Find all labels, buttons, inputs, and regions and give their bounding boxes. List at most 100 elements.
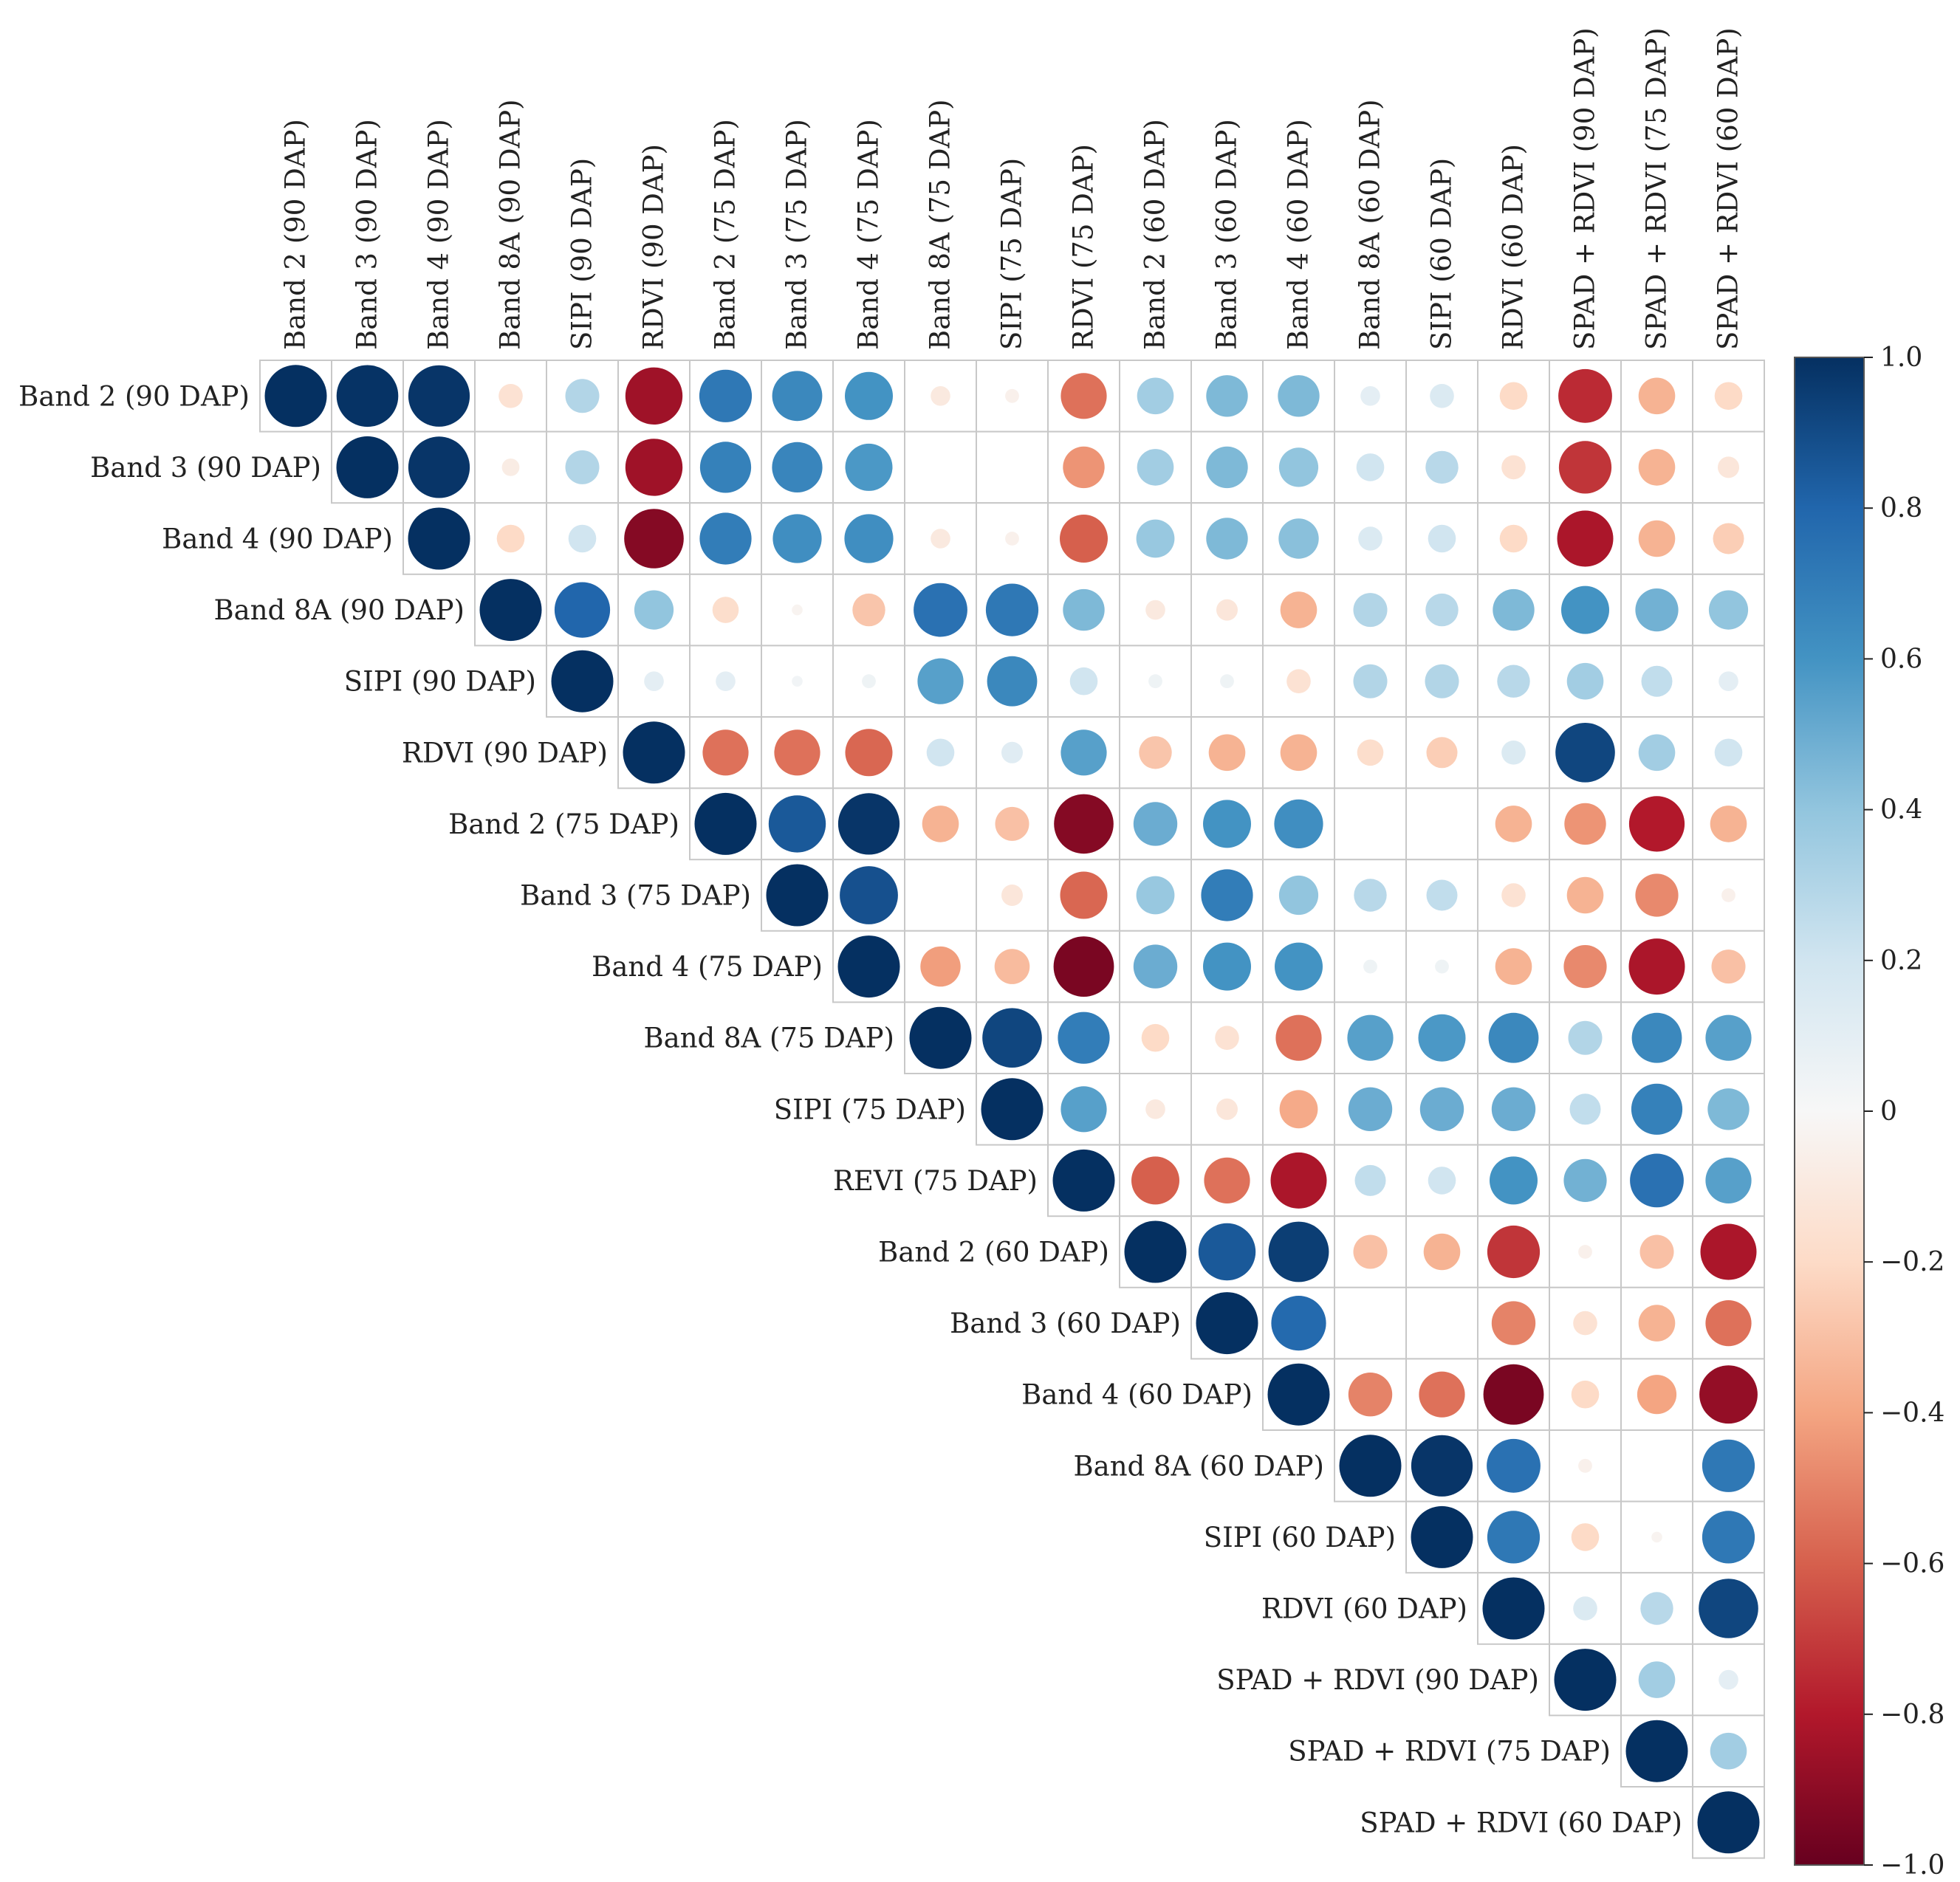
corr-circle-9-10: [982, 1008, 1042, 1068]
corr-circle-17-19: [1640, 1592, 1673, 1625]
corr-circle-5-6: [702, 729, 749, 776]
colorbar-tick-label: −0.4: [1880, 1398, 1944, 1428]
corr-circle-13-20: [1705, 1300, 1752, 1347]
corr-circle-10-20: [1707, 1088, 1750, 1130]
grid-cell-0-13: [1190, 360, 1264, 433]
corr-circle-13-13: [1196, 1292, 1258, 1355]
grid-cell-1-10: [976, 430, 1049, 504]
corr-circle-12-17: [1487, 1225, 1541, 1279]
corr-circle-3-15: [1353, 593, 1388, 628]
corr-circle-5-10: [1001, 741, 1023, 763]
grid-cell-9-18: [1549, 1001, 1622, 1075]
grid-cell-6-15: [1334, 787, 1407, 861]
corr-circle-7-10: [1001, 885, 1023, 906]
corr-circle-6-17: [1495, 806, 1532, 842]
corr-circle-4-10: [987, 656, 1038, 707]
corr-circle-3-12: [1145, 600, 1165, 620]
corr-circle-0-20: [1714, 382, 1743, 411]
corr-circle-7-14: [1278, 875, 1319, 916]
corr-circle-7-18: [1566, 876, 1604, 914]
col-label: SPAD + RDVI (60 DAP): [1713, 27, 1744, 350]
column-labels: Band 2 (90 DAP) Band 3 (90 DAP) Band 4 (90…: [280, 27, 1744, 350]
corr-circle-5-12: [1139, 736, 1172, 769]
corr-circle-12-13: [1198, 1223, 1256, 1281]
col-label: Band 4 (90 DAP): [423, 119, 455, 350]
col-label: SPAD + RDVI (75 DAP): [1641, 27, 1673, 350]
corr-circle-2-6: [699, 512, 752, 565]
corr-circle-5-15: [1357, 739, 1384, 766]
corr-circle-4-16: [1425, 664, 1459, 698]
corr-circle-0-15: [1360, 386, 1380, 406]
corr-circle-12-16: [1423, 1233, 1461, 1271]
corr-circle-3-6: [712, 597, 739, 623]
corr-circle-9-20: [1705, 1014, 1752, 1061]
corr-circle-1-15: [1356, 453, 1385, 481]
corr-circle-1-14: [1278, 447, 1319, 487]
row-label: REVI (75 DAP): [833, 1165, 1038, 1197]
corr-circle-4-19: [1641, 665, 1673, 697]
corr-circle-3-11: [1063, 588, 1105, 631]
corr-circle-12-15: [1353, 1234, 1388, 1269]
corr-circle-5-9: [926, 738, 955, 767]
corr-circle-2-11: [1060, 515, 1108, 563]
corr-circle-12-19: [1639, 1234, 1674, 1269]
grid-cell-6-16: [1405, 787, 1478, 861]
row-label: Band 4 (90 DAP): [162, 523, 393, 555]
corr-circle-0-9: [931, 386, 950, 406]
corr-circle-1-8: [845, 443, 893, 491]
corr-circle-2-9: [931, 529, 950, 549]
corr-circle-3-3: [479, 579, 542, 642]
corr-circle-2-14: [1278, 518, 1319, 559]
corr-circle-0-3: [498, 384, 523, 408]
corr-circle-7-11: [1060, 871, 1108, 919]
corr-circle-7-8: [840, 866, 898, 924]
corr-circle-3-9: [914, 583, 967, 637]
col-label: SPAD + RDVI (90 DAP): [1569, 27, 1601, 350]
corr-circle-11-18: [1563, 1158, 1607, 1202]
corr-circle-10-12: [1145, 1099, 1165, 1119]
corr-circle-9-16: [1418, 1014, 1466, 1062]
corr-circle-5-16: [1426, 737, 1458, 769]
corr-circle-17-18: [1573, 1596, 1597, 1621]
corr-circle-6-9: [922, 806, 959, 842]
corr-circle-6-11: [1054, 794, 1114, 854]
corr-circle-7-12: [1136, 876, 1175, 915]
row-label: Band 2 (90 DAP): [18, 380, 250, 412]
corr-circle-16-17: [1487, 1511, 1541, 1564]
corr-circle-1-11: [1063, 446, 1105, 489]
corr-circle-11-20: [1705, 1157, 1752, 1203]
corr-circle-12-14: [1268, 1221, 1329, 1282]
row-label: Band 3 (75 DAP): [520, 880, 751, 912]
corr-circle-3-16: [1425, 593, 1459, 627]
corr-circle-3-8: [852, 593, 885, 627]
corr-circle-5-14: [1280, 734, 1317, 772]
corr-circle-15-18: [1578, 1458, 1592, 1473]
corr-circle-8-11: [1053, 936, 1114, 997]
row-labels: Band 2 (90 DAP) Band 3 (90 DAP) Band 4 (90…: [18, 380, 1682, 1838]
corr-circle-9-15: [1347, 1014, 1394, 1061]
corr-circle-8-16: [1435, 959, 1449, 974]
corr-circle-1-1: [336, 436, 399, 498]
row-label: Band 4 (60 DAP): [1021, 1379, 1253, 1411]
corr-circle-6-13: [1203, 800, 1251, 848]
corr-circle-10-10: [981, 1078, 1044, 1141]
corr-circle-6-10: [995, 806, 1029, 841]
corr-circle-7-13: [1201, 869, 1253, 921]
corr-circle-14-19: [1637, 1375, 1677, 1415]
corr-circle-6-20: [1710, 806, 1747, 842]
corr-circle-17-17: [1482, 1577, 1545, 1640]
corr-circle-14-20: [1699, 1365, 1758, 1424]
corr-circle-0-19: [1638, 377, 1676, 415]
colorbar-tick-label: −1.0: [1880, 1850, 1944, 1881]
corr-circle-0-13: [1206, 375, 1248, 417]
corr-circle-10-18: [1569, 1093, 1601, 1125]
corr-circle-5-17: [1501, 741, 1526, 765]
col-label: Band 2 (90 DAP): [280, 119, 312, 350]
corr-circle-5-20: [1714, 738, 1743, 767]
corr-circle-9-11: [1058, 1012, 1110, 1064]
corr-circle-16-16: [1411, 1505, 1473, 1568]
corr-circle-5-7: [774, 729, 820, 776]
corr-circle-7-16: [1426, 879, 1458, 911]
corr-circle-3-4: [554, 582, 611, 638]
colorbar-tick-label: 0: [1880, 1096, 1897, 1127]
